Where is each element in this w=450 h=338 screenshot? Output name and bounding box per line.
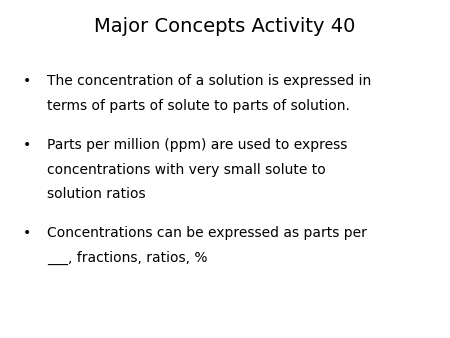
Text: ___, fractions, ratios, %: ___, fractions, ratios, % xyxy=(47,251,208,265)
Text: solution ratios: solution ratios xyxy=(47,187,146,201)
Text: concentrations with very small solute to: concentrations with very small solute to xyxy=(47,163,326,176)
Text: The concentration of a solution is expressed in: The concentration of a solution is expre… xyxy=(47,74,372,88)
Text: Parts per million (ppm) are used to express: Parts per million (ppm) are used to expr… xyxy=(47,138,347,152)
Text: terms of parts of solute to parts of solution.: terms of parts of solute to parts of sol… xyxy=(47,99,350,113)
Text: Concentrations can be expressed as parts per: Concentrations can be expressed as parts… xyxy=(47,226,367,240)
Text: •: • xyxy=(23,74,31,88)
Text: •: • xyxy=(23,138,31,152)
Text: •: • xyxy=(23,226,31,240)
Text: Major Concepts Activity 40: Major Concepts Activity 40 xyxy=(94,17,356,36)
